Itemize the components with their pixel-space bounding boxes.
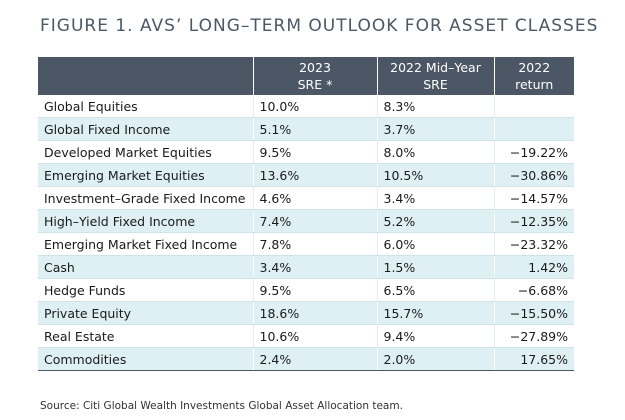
asset-class-cell: Global Equities [38,95,253,118]
sre-2022-cell: 2.0% [376,347,494,371]
header-sre-2022-line1: 2022 Mid–Year [390,60,481,75]
return-2022-cell [493,95,574,118]
sre-2023-cell: 18.6% [252,301,377,325]
sre-2023-cell: 9.5% [252,278,377,302]
return-2022-cell: −15.50% [493,301,574,325]
sre-2022-cell: 3.7% [376,117,494,141]
figure-title: FIGURE 1. AVS’ LONG–TERM OUTLOOK FOR ASS… [40,16,599,36]
return-2022-cell: 17.65% [493,347,574,371]
sre-2023-cell: 5.1% [252,117,377,141]
table-header-row: 2023 SRE * 2022 Mid–Year SRE 2022 return [38,57,574,95]
table-body: Global Equities 10.0% 8.3% Global Fixed Inc… [38,95,574,371]
sre-2022-cell: 3.4% [376,186,494,210]
return-2022-cell: −23.32% [493,232,574,256]
header-sre-2022: 2022 Mid–Year SRE [376,57,494,95]
sre-2023-cell: 3.4% [252,255,377,279]
header-sre-2023: 2023 SRE * [252,57,377,95]
table-row: Global Fixed Income 5.1% 3.7% [38,117,574,141]
header-asset-class [38,57,253,95]
return-2022-cell: −6.68% [493,278,574,302]
sre-2022-cell: 10.5% [376,163,494,187]
sre-2022-cell: 1.5% [376,255,494,279]
sre-2023-cell: 10.6% [252,324,377,348]
sre-2023-cell: 13.6% [252,163,377,187]
table-row: Global Equities 10.0% 8.3% [38,95,574,118]
sre-2023-cell: 9.5% [252,140,377,164]
asset-outlook-table: 2023 SRE * 2022 Mid–Year SRE 2022 return… [38,57,574,371]
header-sre-2022-line2: SRE [423,77,448,92]
table-row: Investment–Grade Fixed Income 4.6% 3.4% −14… [38,186,574,210]
sre-2022-cell: 8.3% [376,95,494,118]
sre-2022-cell: 8.0% [376,140,494,164]
sre-2023-cell: 7.4% [252,209,377,233]
table-row: Private Equity 18.6% 15.7% −15.50% [38,301,574,325]
return-2022-cell: −30.86% [493,163,574,187]
sre-2023-cell: 10.0% [252,95,377,118]
asset-class-cell: Commodities [38,347,253,371]
header-sre-2023-line2: SRE * [297,77,333,92]
sre-2022-cell: 5.2% [376,209,494,233]
asset-class-cell: Private Equity [38,301,253,325]
table-row: Developed Market Equities 9.5% 8.0% −19.22% [38,140,574,164]
header-sre-2023-line1: 2023 [299,60,331,75]
sre-2023-cell: 2.4% [252,347,377,371]
asset-class-cell: Real Estate [38,324,253,348]
asset-class-cell: Hedge Funds [38,278,253,302]
source-note: Source: Citi Global Wealth Investments G… [40,400,403,412]
sre-2023-cell: 4.6% [252,186,377,210]
sre-2022-cell: 6.5% [376,278,494,302]
return-2022-cell [493,117,574,141]
sre-2022-cell: 9.4% [376,324,494,348]
asset-class-cell: Emerging Market Fixed Income [38,232,253,256]
table-row: Real Estate 10.6% 9.4% −27.89% [38,324,574,348]
return-2022-cell: −12.35% [493,209,574,233]
asset-class-cell: Global Fixed Income [38,117,253,141]
asset-class-cell: Cash [38,255,253,279]
return-2022-cell: −19.22% [493,140,574,164]
return-2022-cell: −27.89% [493,324,574,348]
table-row: Commodities 2.4% 2.0% 17.65% [38,347,574,371]
table-row: High–Yield Fixed Income 7.4% 5.2% −12.35% [38,209,574,233]
sre-2022-cell: 15.7% [376,301,494,325]
sre-2023-cell: 7.8% [252,232,377,256]
table-row: Emerging Market Equities 13.6% 10.5% −30.86… [38,163,574,187]
asset-class-cell: Investment–Grade Fixed Income [38,186,253,210]
asset-class-cell: High–Yield Fixed Income [38,209,253,233]
sre-2022-cell: 6.0% [376,232,494,256]
header-return-2022: 2022 return [493,57,574,95]
table-row: Emerging Market Fixed Income 7.8% 6.0% −23.… [38,232,574,256]
return-2022-cell: 1.42% [493,255,574,279]
return-2022-cell: −14.57% [493,186,574,210]
asset-class-cell: Emerging Market Equities [38,163,253,187]
table-row: Hedge Funds 9.5% 6.5% −6.68% [38,278,574,302]
asset-class-cell: Developed Market Equities [38,140,253,164]
table-row: Cash 3.4% 1.5% 1.42% [38,255,574,279]
